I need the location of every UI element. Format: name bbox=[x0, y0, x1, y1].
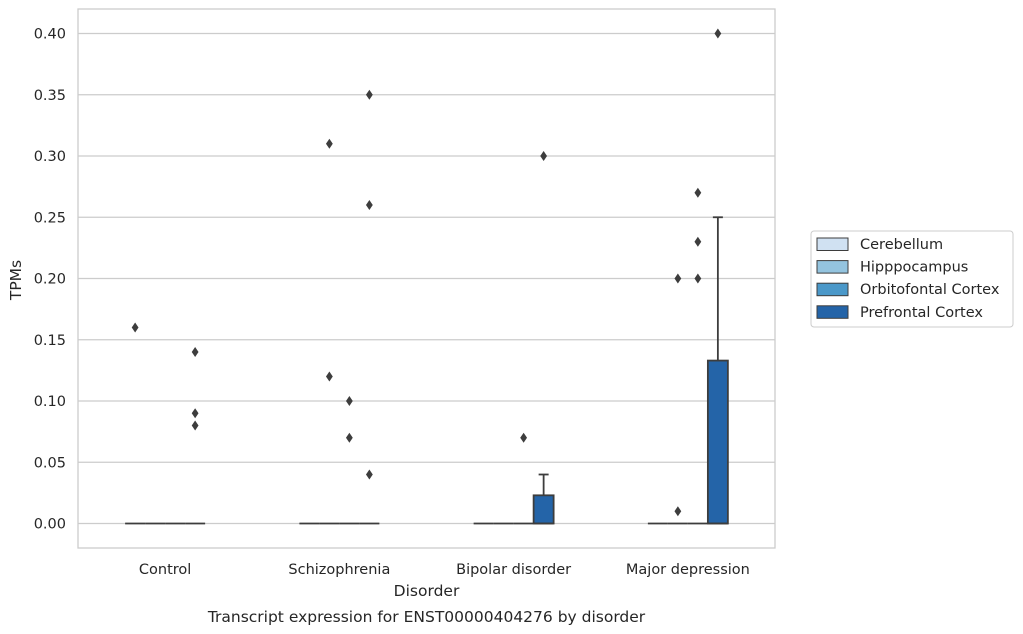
x-tick-label: Schizophrenia bbox=[288, 562, 390, 578]
outlier-point bbox=[345, 396, 353, 406]
outlier-point bbox=[345, 432, 353, 443]
outlier-point bbox=[694, 273, 702, 284]
y-tick-label: 0.25 bbox=[34, 210, 66, 226]
outlier-point bbox=[674, 506, 682, 517]
outlier-point bbox=[325, 138, 333, 149]
legend-entry: Orbitofontal Cortex bbox=[860, 282, 1000, 298]
box-body bbox=[706, 359, 729, 525]
y-tick-label: 0.35 bbox=[34, 88, 66, 104]
x-axis-label: Disorder bbox=[394, 582, 460, 600]
y-axis-ticks: 0.00 0.05 0.10 0.15 0.20 0.25 0.30 0.35 0.40 bbox=[34, 27, 66, 533]
x-axis-ticks: Control Schizophrenia Bipolar disorder Majo… bbox=[139, 562, 750, 578]
legend-swatch bbox=[816, 237, 849, 251]
outlier-point bbox=[191, 347, 199, 357]
outlier-point bbox=[365, 89, 373, 100]
outlier-point bbox=[694, 236, 702, 247]
outlier-point bbox=[365, 469, 373, 480]
legend-entry: Hipppocampus bbox=[860, 260, 968, 276]
legend-swatch bbox=[816, 260, 849, 274]
outlier-point bbox=[714, 28, 722, 39]
plot-frame bbox=[77, 8, 776, 549]
y-tick-label: 0.40 bbox=[34, 27, 66, 43]
chart-title: Transcript expression for ENST0000040427… bbox=[207, 608, 646, 626]
box-prefrontal-cortex bbox=[532, 473, 555, 525]
outlier-point bbox=[191, 420, 199, 431]
grid-lines bbox=[78, 32, 775, 525]
outlier-point bbox=[325, 371, 333, 382]
outlier-point bbox=[694, 187, 702, 198]
legend-entry: Cerebellum bbox=[860, 237, 943, 253]
y-tick-label: 0.20 bbox=[34, 272, 66, 288]
outlier-point bbox=[365, 200, 373, 210]
x-tick-label: Major depression bbox=[626, 562, 750, 578]
outlier-point bbox=[540, 151, 548, 161]
y-axis-label: TPMs bbox=[7, 260, 25, 301]
y-tick-label: 0.00 bbox=[34, 517, 66, 533]
legend: Cerebellum Hipppocampus Orbitofontal Corte… bbox=[810, 230, 1014, 328]
x-tick-label: Bipolar disorder bbox=[456, 562, 571, 578]
legend-swatch bbox=[816, 282, 849, 297]
legend-swatch bbox=[816, 305, 849, 319]
box-groups bbox=[125, 216, 729, 525]
legend-frame bbox=[810, 230, 1014, 328]
legend-entry: Prefrontal Cortex bbox=[860, 305, 983, 321]
box-body bbox=[532, 494, 555, 525]
y-tick-label: 0.30 bbox=[34, 149, 66, 165]
outlier-points bbox=[131, 28, 722, 517]
outlier-point bbox=[674, 273, 682, 284]
x-tick-label: Control bbox=[139, 562, 191, 578]
y-tick-label: 0.15 bbox=[34, 333, 66, 349]
outlier-point bbox=[520, 432, 528, 443]
y-tick-label: 0.05 bbox=[34, 455, 66, 471]
outlier-point bbox=[191, 408, 199, 419]
y-tick-label: 0.10 bbox=[34, 394, 66, 410]
outlier-point bbox=[131, 322, 139, 333]
box-prefrontal-cortex bbox=[706, 216, 729, 525]
